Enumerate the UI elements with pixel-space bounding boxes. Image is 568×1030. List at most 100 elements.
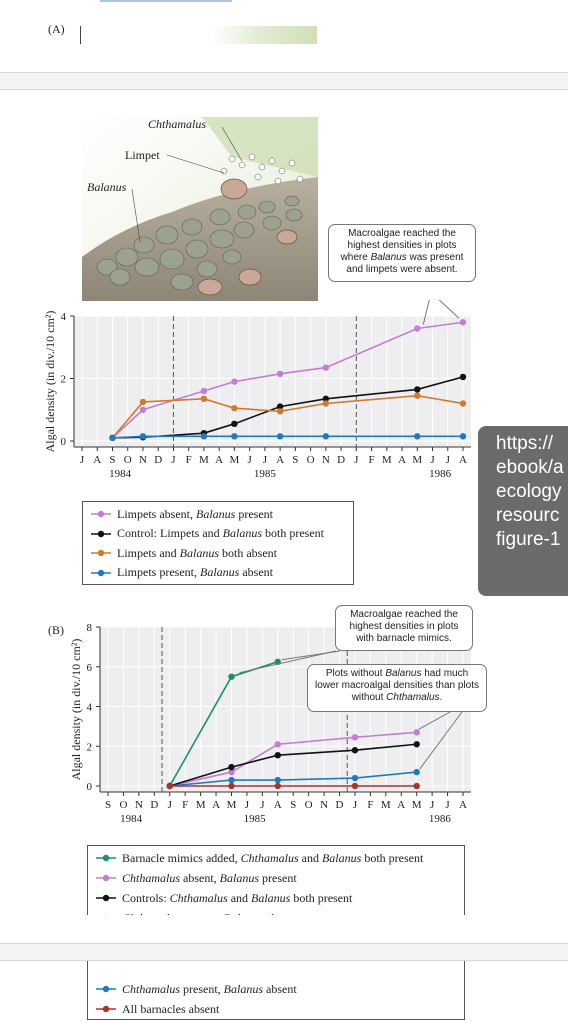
data-point <box>228 776 235 784</box>
data-point <box>139 433 147 440</box>
callout-pointer <box>422 300 430 325</box>
legend-item: Chthamalus absent, Balanus present <box>96 870 297 886</box>
month-tick-label: A <box>93 454 101 466</box>
legend-swatch-point <box>102 894 110 902</box>
month-tick-label: J <box>168 799 173 811</box>
data-point <box>276 433 284 440</box>
legend-item: Limpets and Balanus both absent <box>91 545 277 561</box>
url-tooltip[interactable]: https:// ebook/a ecology resourc figure-1 <box>478 426 568 596</box>
month-tick-label: F <box>182 799 188 811</box>
month-tick-label: F <box>367 799 373 811</box>
month-tick-label: M <box>412 454 422 466</box>
month-tick-label: S <box>105 799 111 811</box>
month-tick-label: F <box>186 454 192 466</box>
chart-b-callout-2: Plots without Balanus had much lower mac… <box>307 664 487 712</box>
year-label: 1985 <box>254 468 277 480</box>
month-tick-label: D <box>336 799 344 811</box>
month-tick-label: N <box>139 454 147 466</box>
legend-label: Limpets present, Balanus absent <box>117 565 273 579</box>
tooltip-line: figure-1 <box>496 529 561 550</box>
legend-item: Limpets present, Balanus absent <box>91 565 273 581</box>
month-tick-label: J <box>430 799 435 811</box>
legend-item: All barnacles absent <box>96 1001 219 1017</box>
divider-line <box>0 72 568 73</box>
month-tick-label: S <box>109 454 115 466</box>
chthamalus-label: Chthamalus <box>148 117 207 131</box>
data-point <box>276 403 284 410</box>
data-point <box>200 395 208 403</box>
legend-swatch <box>91 530 111 537</box>
callout-pointer <box>438 300 460 319</box>
legend-item: Controls: Chthamalus and Balanus both pr… <box>96 890 352 906</box>
legend-swatch <box>91 549 111 557</box>
callout-pointer <box>419 711 463 770</box>
data-point <box>351 747 359 754</box>
month-tick-label: M <box>412 799 422 811</box>
data-point <box>228 763 235 771</box>
data-point <box>228 768 235 776</box>
legend-swatch <box>96 854 116 862</box>
month-tick-label: A <box>398 454 406 466</box>
month-tick-label: J <box>247 454 252 466</box>
year-label: 1984 <box>120 813 143 825</box>
data-point <box>351 782 359 790</box>
legend-swatch <box>104 914 108 915</box>
plot-area <box>74 316 471 447</box>
data-point <box>351 734 359 741</box>
data-point <box>231 378 238 385</box>
divider-band <box>0 72 568 90</box>
month-tick-label: D <box>150 799 158 811</box>
legend-swatch-point <box>102 854 110 862</box>
data-point <box>414 325 421 332</box>
legend-swatch-point <box>102 1005 110 1013</box>
legend-swatch <box>91 510 111 518</box>
legend-swatch <box>91 569 111 576</box>
data-point <box>322 400 330 407</box>
month-tick-label: A <box>215 454 223 466</box>
legend-swatch <box>96 985 116 993</box>
legend-label: Chthamalus present, Balanus absent <box>122 911 297 916</box>
legend-item: Barnacle mimics added, Chthamalus and Ba… <box>96 850 423 866</box>
month-tick-label: M <box>227 799 237 811</box>
top-accent-line <box>100 0 232 2</box>
data-point <box>228 673 235 680</box>
divider-line <box>0 960 568 961</box>
legend-swatch <box>96 1005 116 1013</box>
balanus-label: Balanus <box>87 180 127 194</box>
y-axis-label: Algal density (in div./10 cm²) <box>43 311 57 453</box>
chart-a-legend: Limpets absent, Balanus present Control: … <box>82 501 354 585</box>
month-tick-label: J <box>80 454 85 466</box>
month-tick-label: O <box>307 454 315 466</box>
data-point <box>459 433 467 440</box>
data-point <box>322 364 330 371</box>
month-tick-label: M <box>196 799 206 811</box>
legend-item: Chthamalus present, Balanus absent <box>96 981 297 997</box>
legend-label: Controls: Chthamalus and Balanus both pr… <box>122 890 353 905</box>
chart-a-callout: Macroalgae reached the highest densities… <box>328 224 476 282</box>
y-tick-label: 0 <box>87 781 93 793</box>
month-tick-label: J <box>445 799 450 811</box>
legend-swatch-point <box>97 530 105 537</box>
month-tick-label: M <box>382 454 392 466</box>
legend-label: Chthamalus absent, Balanus present <box>122 870 297 885</box>
y-tick-label: 0 <box>61 436 67 448</box>
series-line <box>112 435 463 439</box>
month-tick-label: O <box>119 799 127 811</box>
chart-b-callout-1: Macroalgae reached the highest densities… <box>335 605 473 651</box>
month-tick-label: J <box>430 454 435 466</box>
data-point <box>459 319 467 326</box>
data-point <box>413 741 420 748</box>
legend-item: Chthamalus present, Balanus absent <box>96 910 297 915</box>
callout-pointer <box>239 650 337 674</box>
tooltip-line: ebook/a <box>496 457 564 478</box>
limpet-label: Limpet <box>125 148 160 162</box>
legend-label: Limpets absent, Balanus present <box>117 506 273 521</box>
legend-item: Control: Limpets and Balanus both presen… <box>91 526 324 542</box>
year-label: 1986 <box>429 813 452 825</box>
data-point <box>413 782 420 790</box>
month-tick-label: S <box>290 799 296 811</box>
month-tick-label: D <box>154 454 162 466</box>
data-point <box>413 729 420 736</box>
data-point <box>414 433 421 440</box>
